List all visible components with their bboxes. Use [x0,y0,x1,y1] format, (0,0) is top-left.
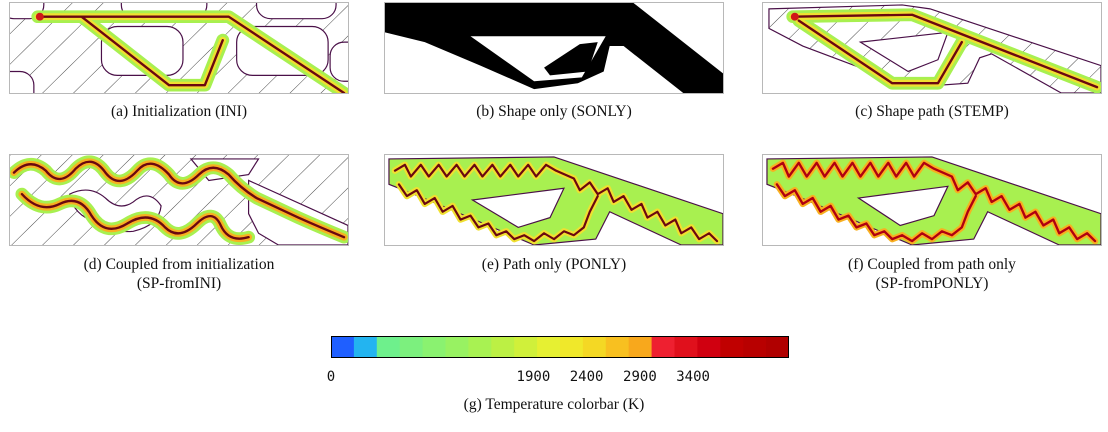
caption-f-line-1: (f) Coupled from path only [848,256,1016,273]
caption-f-line-2: (SP-fromPONLY) [875,275,989,292]
colorbar-segment [697,336,721,358]
caption-f: (f) Coupled from path only (SP-fromPONLY… [762,255,1102,293]
colorbar-segment [605,336,630,358]
colorbar-border [331,336,789,358]
colorbar-segment [376,336,401,358]
colorbar-segment [766,336,789,358]
colorbar-segment [582,336,607,358]
caption-a-line-1: (a) Initialization (INI) [111,103,247,120]
colorbar-tick-labels: 0 1900 2400 2900 3400 [325,369,805,387]
colorbar-tick-label: 0 [326,369,336,385]
colorbar-segment [491,336,515,358]
panel-a-initialization [9,2,349,94]
panel-d-coupled-from-initialization [9,154,349,246]
panel-c-shape-path [762,2,1102,94]
panel-a-image [10,3,348,93]
caption-d: (d) Coupled from initialization (SP-from… [9,255,349,293]
colorbar-segment [743,336,767,358]
panel-c-image [763,3,1101,93]
colorbar-tick-label: 2400 [569,369,604,385]
colorbar-segment [720,336,744,358]
colorbar-tick-label: 2900 [623,369,657,385]
caption-d-line-1: (d) Coupled from initialization [83,256,275,273]
colorbar-segment [445,336,469,358]
colorbar-segment [560,336,584,358]
colorbar-segment [628,336,653,358]
panel-e-path-only [384,154,724,246]
panel-d-image [10,155,348,245]
caption-e-line-1: (e) Path only (PONLY) [481,256,627,273]
caption-d-line-2: (SP-fromINI) [136,275,222,292]
colorbar-segment [514,336,538,358]
panel-e-image [385,155,723,245]
colorbar-tick-label: 3400 [676,369,710,385]
colorbar-segment [537,336,561,358]
panel-b-image [385,3,723,93]
colorbar-segment [651,336,676,358]
colorbar-segment [674,336,698,358]
caption-a: (a) Initialization (INI) [9,102,349,121]
caption-b: (b) Shape only (SONLY) [384,102,724,121]
colorbar-segment [331,336,355,358]
caption-e: (e) Path only (PONLY) [384,255,724,274]
caption-b-line-1: (b) Shape only (SONLY) [476,103,632,120]
caption-c-line-1: (c) Shape path (STEMP) [855,103,1009,120]
panel-f-coupled-from-path-only [762,154,1102,246]
temperature-colorbar [331,336,789,358]
colorbar-segment [399,336,424,358]
colorbar-segment [468,336,492,358]
caption-g: (g) Temperature colorbar (K) [463,396,645,413]
colorbar-segment [353,336,378,358]
panel-f-image [763,155,1101,245]
colorbar-tick-label: 1900 [516,369,551,385]
colorbar-segment [422,336,447,358]
panel-b-shape-only [384,2,724,94]
caption-c: (c) Shape path (STEMP) [762,102,1102,121]
